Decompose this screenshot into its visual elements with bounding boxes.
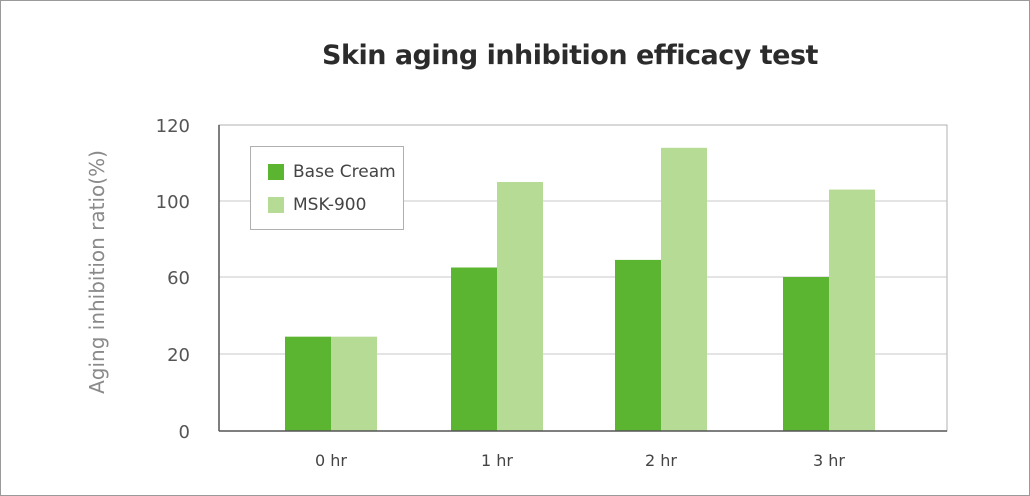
bar-msk-900-2-hr xyxy=(661,147,707,432)
bar-base-cream-0-hr xyxy=(285,336,331,431)
bar-base-cream-3-hr xyxy=(783,277,829,431)
y-tick-label: 60 xyxy=(167,268,190,289)
legend-item-base-cream: Base Cream xyxy=(268,160,396,184)
legend-swatch-msk-900 xyxy=(268,197,284,213)
legend: Base Cream MSK-900 xyxy=(250,146,404,230)
legend-swatch-base-cream xyxy=(268,164,284,180)
bar-base-cream-2-hr xyxy=(615,259,661,431)
x-tick-label: 0 hr xyxy=(315,451,347,470)
legend-label-msk-900: MSK-900 xyxy=(293,195,367,215)
y-tick-label: 0 xyxy=(179,422,190,443)
y-tick-label: 100 xyxy=(156,192,190,213)
y-tick-labels: 0 20 60 100 120 xyxy=(156,116,190,443)
x-tick-label: 1 hr xyxy=(481,451,513,470)
y-tick-label: 20 xyxy=(167,345,190,366)
x-tick-label: 2 hr xyxy=(645,451,677,470)
bars xyxy=(285,147,875,432)
bar-base-cream-1-hr xyxy=(451,267,497,431)
x-tick-label: 3 hr xyxy=(813,451,845,470)
legend-item-msk-900: MSK-900 xyxy=(268,193,366,217)
chart-title: Skin aging inhibition efficacy test xyxy=(322,40,818,71)
x-tick-labels: 0 hr 1 hr 2 hr 3 hr xyxy=(315,451,845,470)
bar-msk-900-3-hr xyxy=(829,189,875,431)
y-axis-label: Aging inhibition ratio(%) xyxy=(85,150,109,394)
y-tick-label: 120 xyxy=(156,116,190,137)
bar-msk-900-1-hr xyxy=(497,182,543,431)
bar-msk-900-0-hr xyxy=(331,336,377,431)
legend-label-base-cream: Base Cream xyxy=(293,162,396,182)
